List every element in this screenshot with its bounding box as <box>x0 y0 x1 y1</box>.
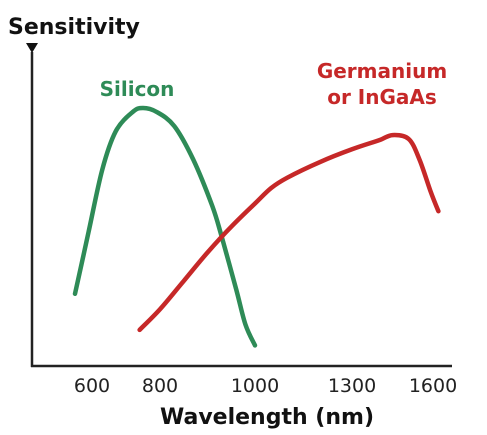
series-label: Silicon <box>100 77 175 101</box>
y-axis-arrow <box>26 43 38 53</box>
y-axis-title: Sensitivity <box>8 15 140 40</box>
series-label: Germanium <box>317 59 447 83</box>
x-tick-label: 1000 <box>231 375 279 397</box>
series-line-silicon <box>72 105 258 348</box>
x-tick-label: 600 <box>74 375 110 397</box>
series-line-germanium-ingaas <box>137 132 441 333</box>
x-tick-label: 1600 <box>409 375 457 397</box>
x-tick-label: 800 <box>142 375 178 397</box>
x-tick-label: 1300 <box>328 375 376 397</box>
series-label: or InGaAs <box>327 85 437 109</box>
x-axis-title: Wavelength (nm) <box>160 405 374 430</box>
x-tick-labels: 600 800 1000 1300 1600 <box>74 375 457 397</box>
